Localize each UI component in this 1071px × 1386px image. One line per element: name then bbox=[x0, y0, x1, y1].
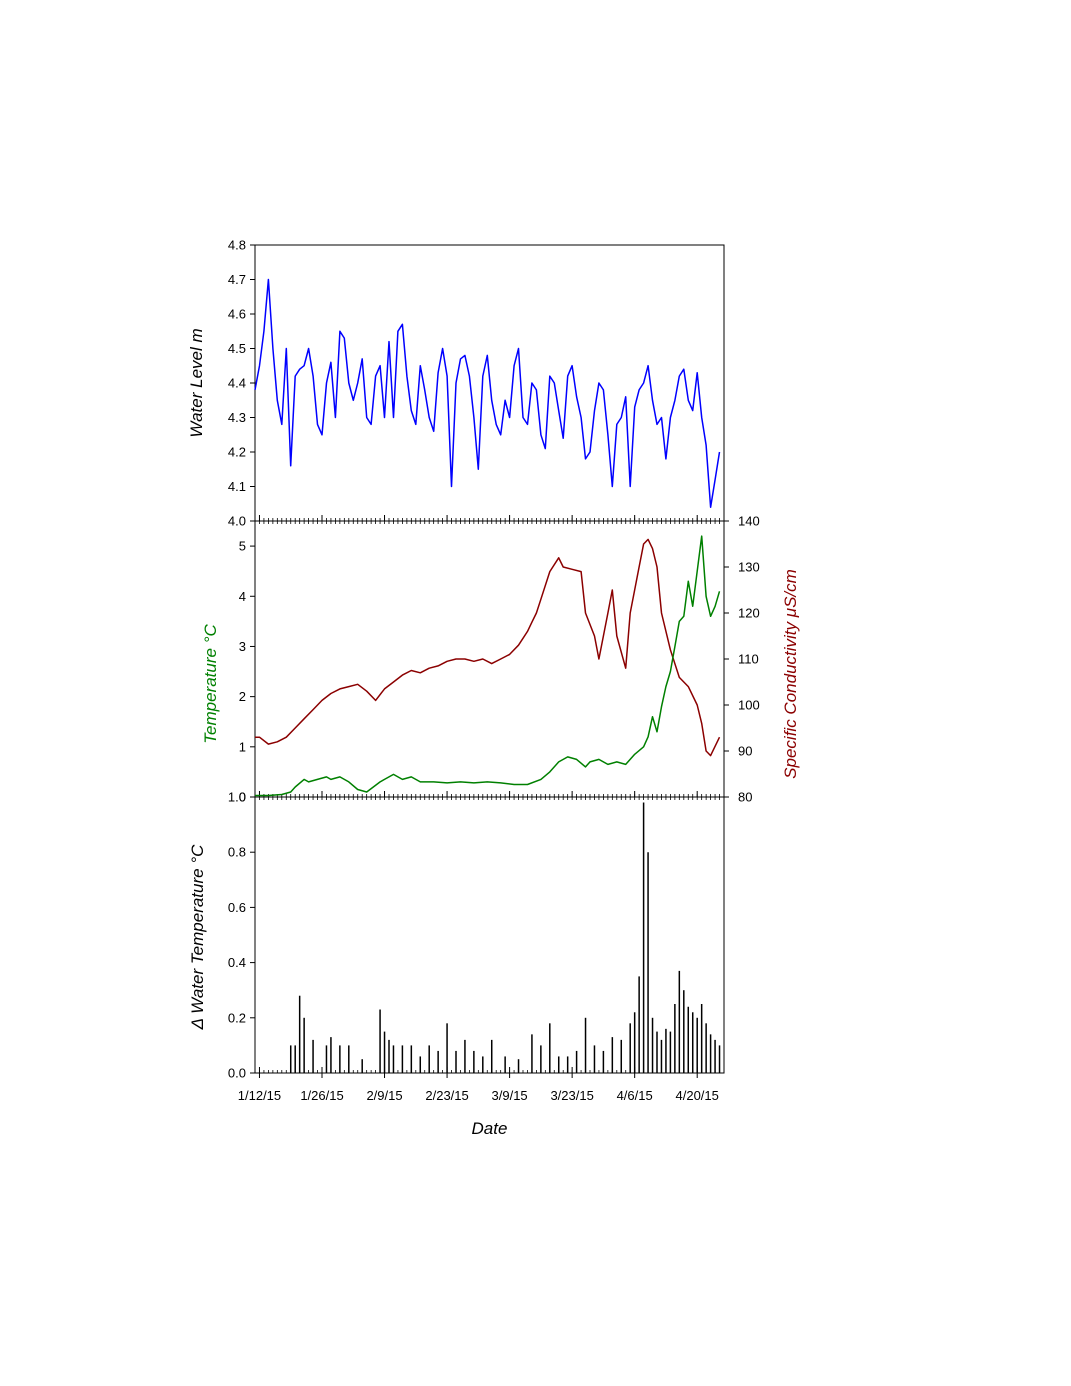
temperature-series bbox=[255, 535, 721, 797]
y-tick-label: 2 bbox=[239, 689, 246, 704]
y-axis-title-temperature: Temperature °C bbox=[201, 624, 220, 744]
y2-tick-label: 80 bbox=[738, 790, 752, 805]
x-tick-label: 2/9/15 bbox=[366, 1088, 402, 1103]
y-tick-label: 5 bbox=[239, 539, 246, 554]
y-tick-label: 4.1 bbox=[228, 479, 246, 494]
x-axis-title: Date bbox=[472, 1119, 508, 1138]
y-tick-label: 4.6 bbox=[228, 307, 246, 322]
y-tick-label: 3 bbox=[239, 639, 246, 654]
y2-axis-title-conductivity: Specific Conductivity μS/cm bbox=[781, 569, 800, 779]
conductivity-series bbox=[255, 538, 721, 757]
x-tick-label: 4/20/15 bbox=[676, 1088, 719, 1103]
y-tick-label: 4 bbox=[239, 589, 246, 604]
x-tick-label: 3/23/15 bbox=[550, 1088, 593, 1103]
y-tick-label: 4.5 bbox=[228, 341, 246, 356]
y-tick-label: 1.0 bbox=[228, 790, 246, 805]
panel-frame-3 bbox=[254, 796, 725, 1074]
y-tick-label: 0.0 bbox=[228, 1066, 246, 1081]
y-axis-title-delta-temperature: Δ Water Temperature °C bbox=[188, 844, 207, 1031]
y-tick-label: 1 bbox=[239, 739, 246, 754]
y-tick-label: 0.8 bbox=[228, 845, 246, 860]
y2-tick-label: 120 bbox=[738, 606, 760, 621]
y-tick-label: 4.4 bbox=[228, 376, 246, 391]
x-tick-label: 2/23/15 bbox=[425, 1088, 468, 1103]
y2-tick-label: 90 bbox=[738, 744, 752, 759]
y2-tick-label: 130 bbox=[738, 560, 760, 575]
y2-tick-label: 100 bbox=[738, 698, 760, 713]
x-tick-label: 3/9/15 bbox=[492, 1088, 528, 1103]
y-tick-label: 0 bbox=[239, 790, 246, 805]
y-tick-label: 4.2 bbox=[228, 445, 246, 460]
y2-tick-label: 110 bbox=[738, 652, 759, 667]
y-tick-label: 4.7 bbox=[228, 272, 246, 287]
y-tick-label: 4.8 bbox=[228, 238, 246, 253]
y-tick-label: 4.3 bbox=[228, 410, 246, 425]
y-tick-label: 0.4 bbox=[228, 955, 246, 970]
panel-frame-2 bbox=[254, 520, 725, 798]
y-axis-title-water-level: Water Level m bbox=[187, 328, 206, 437]
y2-tick-label: 140 bbox=[738, 514, 760, 529]
y-tick-label: 0.2 bbox=[228, 1010, 246, 1025]
y-tick-label: 4.0 bbox=[228, 514, 246, 529]
x-tick-label: 4/6/15 bbox=[617, 1088, 653, 1103]
x-tick-label: 1/26/15 bbox=[300, 1088, 343, 1103]
x-tick-label: 1/12/15 bbox=[238, 1088, 281, 1103]
water-level-series bbox=[254, 278, 721, 508]
y-tick-label: 0.6 bbox=[228, 900, 246, 915]
